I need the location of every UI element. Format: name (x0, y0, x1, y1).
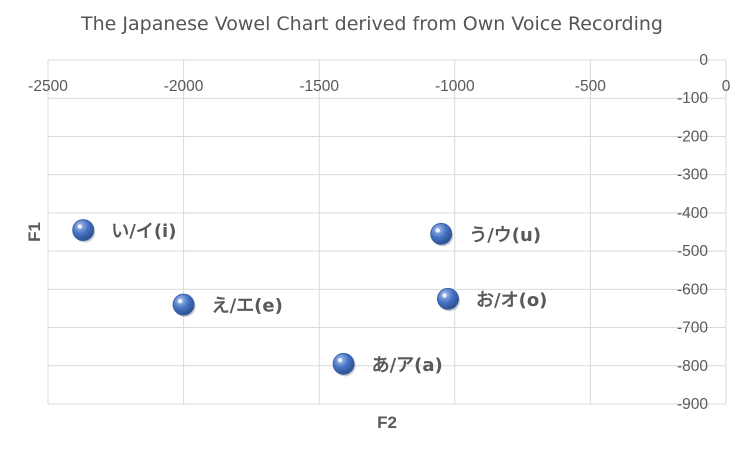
data-point-marker (430, 222, 453, 245)
data-point-label: い/イ(i) (111, 221, 176, 242)
y-tick-label: -600 (677, 281, 708, 298)
data-point-label: あ/ア(a) (372, 355, 443, 376)
y-tick-label: -200 (677, 128, 708, 145)
data-point-label: え/エ(e) (212, 296, 283, 317)
data-point: い/イ(i) (72, 219, 176, 243)
data-point-highlight (442, 293, 447, 298)
x-tick-label: 0 (722, 78, 731, 95)
data-point-marker (72, 219, 95, 242)
y-tick-label: -100 (677, 90, 708, 107)
y-tick-label: -400 (677, 205, 708, 222)
y-axis-tick-labels: 0 -100 -200 -300 -400 -500 -600 -700 -800 -900 (677, 52, 708, 413)
y-tick-label: -800 (677, 358, 708, 375)
y-tick-label: -700 (677, 320, 708, 337)
data-point: う/ウ(u) (430, 222, 541, 247)
x-tick-label: -1000 (435, 78, 475, 95)
data-point-marker (437, 287, 460, 310)
chart-title: The Japanese Vowel Chart derived from Ow… (80, 13, 663, 35)
x-axis-tick-labels: -2500 -2000 -1500 -1000 -500 0 (28, 78, 731, 95)
data-points: い/イ(i) う/ウ(u) え/エ(e) お/オ(o) あ/ア(a) (72, 219, 547, 377)
data-point-label: う/ウ(u) (469, 225, 541, 246)
data-point-marker (332, 352, 355, 375)
data-point-label: お/オ(o) (476, 290, 547, 311)
data-point-highlight (337, 358, 343, 363)
x-tick-label: -2500 (28, 78, 68, 95)
data-point-highlight (77, 224, 82, 229)
x-tick-label: -1500 (299, 78, 339, 95)
gridlines (47, 59, 727, 405)
data-point-highlight (435, 228, 440, 233)
y-tick-label: -300 (677, 167, 708, 184)
y-tick-label: 0 (699, 52, 708, 69)
x-tick-label: -500 (575, 78, 606, 95)
x-axis-title: F2 (377, 413, 397, 432)
data-point: あ/ア(a) (332, 352, 443, 377)
data-point-highlight (177, 298, 183, 304)
y-axis-title: F1 (25, 222, 44, 242)
y-tick-label: -500 (677, 243, 708, 260)
x-tick-label: -2000 (164, 78, 204, 95)
data-point: え/エ(e) (172, 293, 283, 318)
data-point-marker (172, 293, 195, 316)
y-tick-label: -900 (677, 396, 708, 413)
data-point: お/オ(o) (437, 287, 547, 312)
